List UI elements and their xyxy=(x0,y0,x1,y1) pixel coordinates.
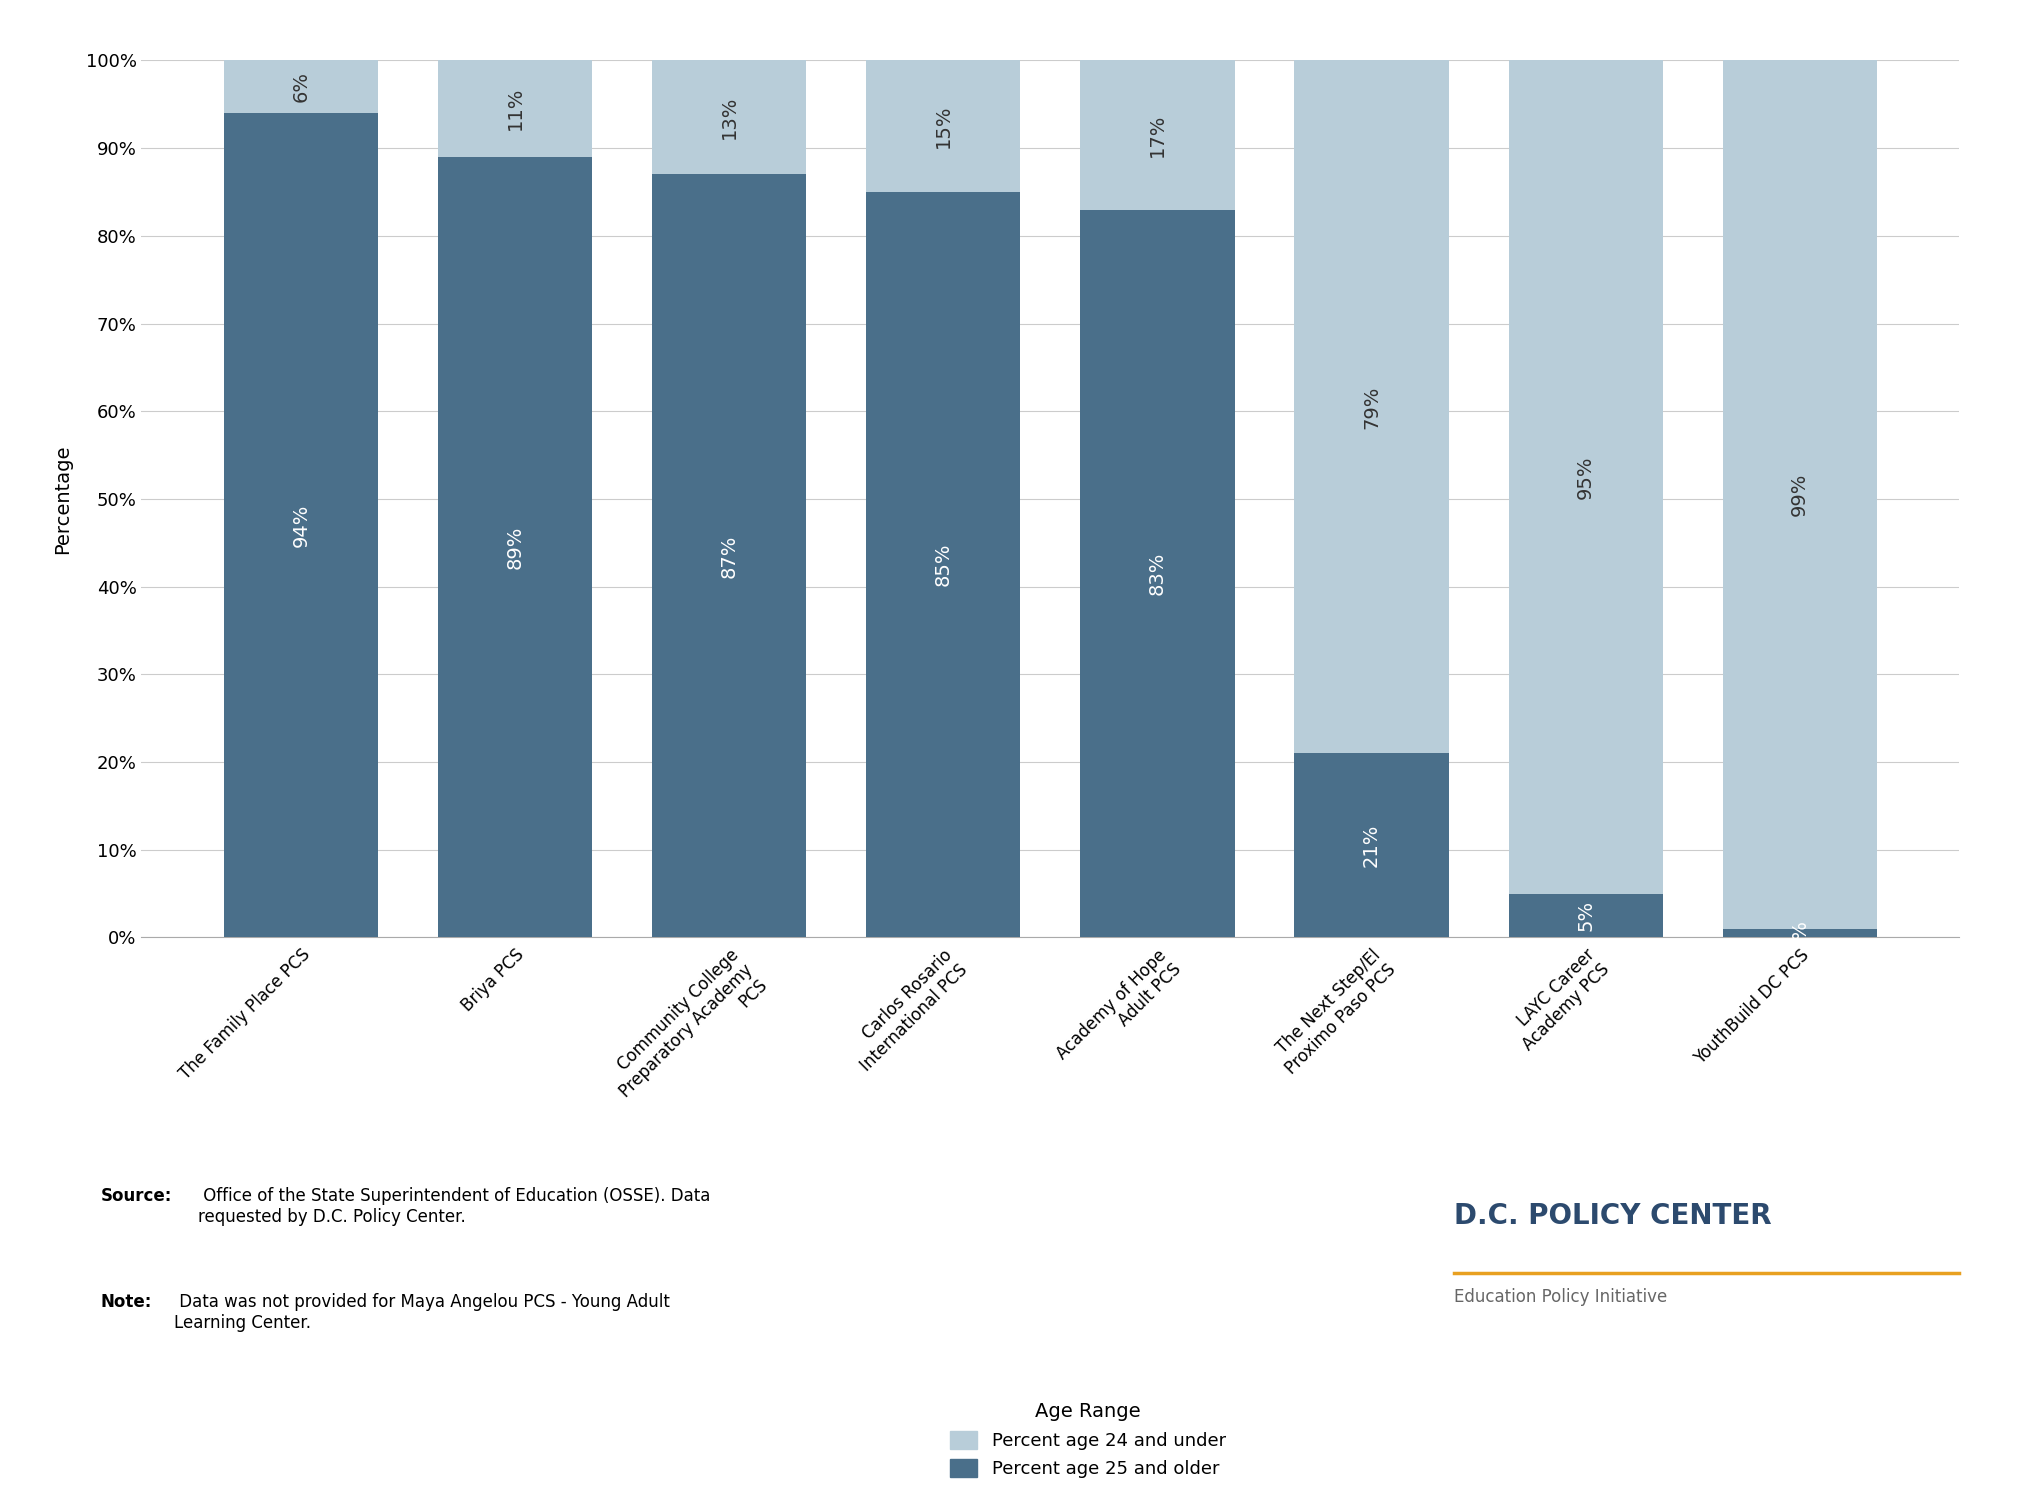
Text: Data was not provided for Maya Angelou PCS - Young Adult
Learning Center.: Data was not provided for Maya Angelou P… xyxy=(174,1293,669,1332)
Bar xyxy=(652,60,806,174)
Bar xyxy=(438,157,592,937)
Bar xyxy=(1081,60,1234,210)
Text: 6%: 6% xyxy=(291,71,311,103)
Text: 89%: 89% xyxy=(505,526,525,569)
Bar xyxy=(867,60,1020,192)
Text: 79%: 79% xyxy=(1361,386,1382,428)
Text: Note:: Note: xyxy=(101,1293,152,1311)
Text: Education Policy Initiative: Education Policy Initiative xyxy=(1454,1288,1669,1306)
Text: 85%: 85% xyxy=(933,543,953,587)
Bar xyxy=(867,192,1020,937)
Text: 1%: 1% xyxy=(1790,918,1810,948)
Text: 94%: 94% xyxy=(291,503,311,547)
Bar xyxy=(438,60,592,157)
Legend: Percent age 24 and under, Percent age 25 and older: Percent age 24 and under, Percent age 25… xyxy=(949,1403,1226,1479)
Text: 13%: 13% xyxy=(719,95,739,139)
Bar xyxy=(1723,928,1877,937)
Bar xyxy=(224,113,378,937)
Text: 11%: 11% xyxy=(505,88,525,130)
Y-axis label: Percentage: Percentage xyxy=(53,445,71,553)
Text: 5%: 5% xyxy=(1576,900,1596,931)
Bar xyxy=(652,174,806,937)
Bar xyxy=(1081,210,1234,937)
Bar xyxy=(1295,753,1448,937)
Text: 99%: 99% xyxy=(1790,473,1810,516)
Text: 87%: 87% xyxy=(719,534,739,578)
Bar xyxy=(1509,60,1662,894)
Bar xyxy=(1509,894,1662,937)
Bar xyxy=(1723,60,1877,928)
Bar xyxy=(224,60,378,113)
Text: Source:: Source: xyxy=(101,1187,172,1205)
Text: 17%: 17% xyxy=(1147,113,1168,157)
Text: 95%: 95% xyxy=(1576,455,1596,499)
Bar xyxy=(1295,60,1448,753)
Text: 15%: 15% xyxy=(933,104,953,148)
Text: D.C. POLICY CENTER: D.C. POLICY CENTER xyxy=(1454,1202,1772,1231)
Text: 83%: 83% xyxy=(1147,552,1168,596)
Text: Office of the State Superintendent of Education (OSSE). Data
requested by D.C. P: Office of the State Superintendent of Ed… xyxy=(198,1187,711,1226)
Text: 21%: 21% xyxy=(1361,824,1382,866)
